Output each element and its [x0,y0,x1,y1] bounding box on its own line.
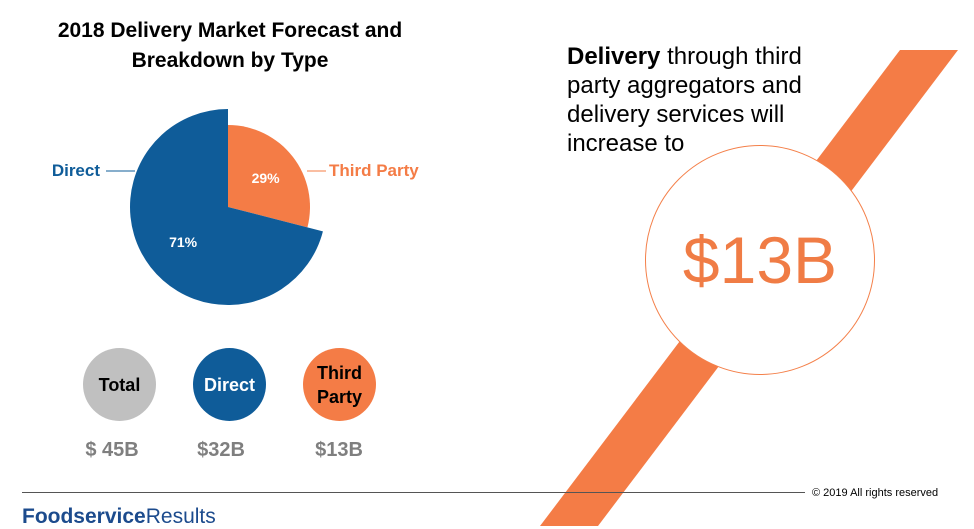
brand-bold: Foodservice [22,505,146,528]
pie-slice-direct [129,109,323,305]
third-party-badge: Third Party [303,348,376,421]
direct-label: Direct [203,374,256,395]
pie-percent-third-party: 29% [252,170,281,186]
pie-slice-third-party [228,125,310,228]
pie-chart: 29% Third Party 71% Direct [52,109,419,305]
total-label: Total [98,374,141,395]
highlight-circle: $13B [645,145,875,375]
callout-rest: through third party aggregators and deli… [567,43,802,157]
highlight-value: $13B [682,223,838,297]
total-badge: Total [83,348,156,421]
third-party-label: Third Party [316,362,363,407]
brand-logo: FoodserviceResults [22,505,216,529]
pie-percent-direct: 71% [169,234,198,250]
direct-value: $32B [197,439,245,461]
brand-rest: Results [145,505,216,528]
footer-divider [22,492,805,493]
total-value: $ 45B [85,439,139,461]
callout-text: Delivery through third party aggregators… [567,42,857,158]
pie-label-third-party: Third Party [329,161,419,180]
copyright-text: © 2019 All rights reserved [812,487,939,499]
third-party-value: $13B [315,439,363,461]
chart-title: 2018 Delivery Market Forecast and Breakd… [57,19,403,72]
callout-bold: Delivery [567,43,661,70]
pie-label-direct: Direct [52,161,101,180]
direct-badge: Direct [193,348,266,421]
